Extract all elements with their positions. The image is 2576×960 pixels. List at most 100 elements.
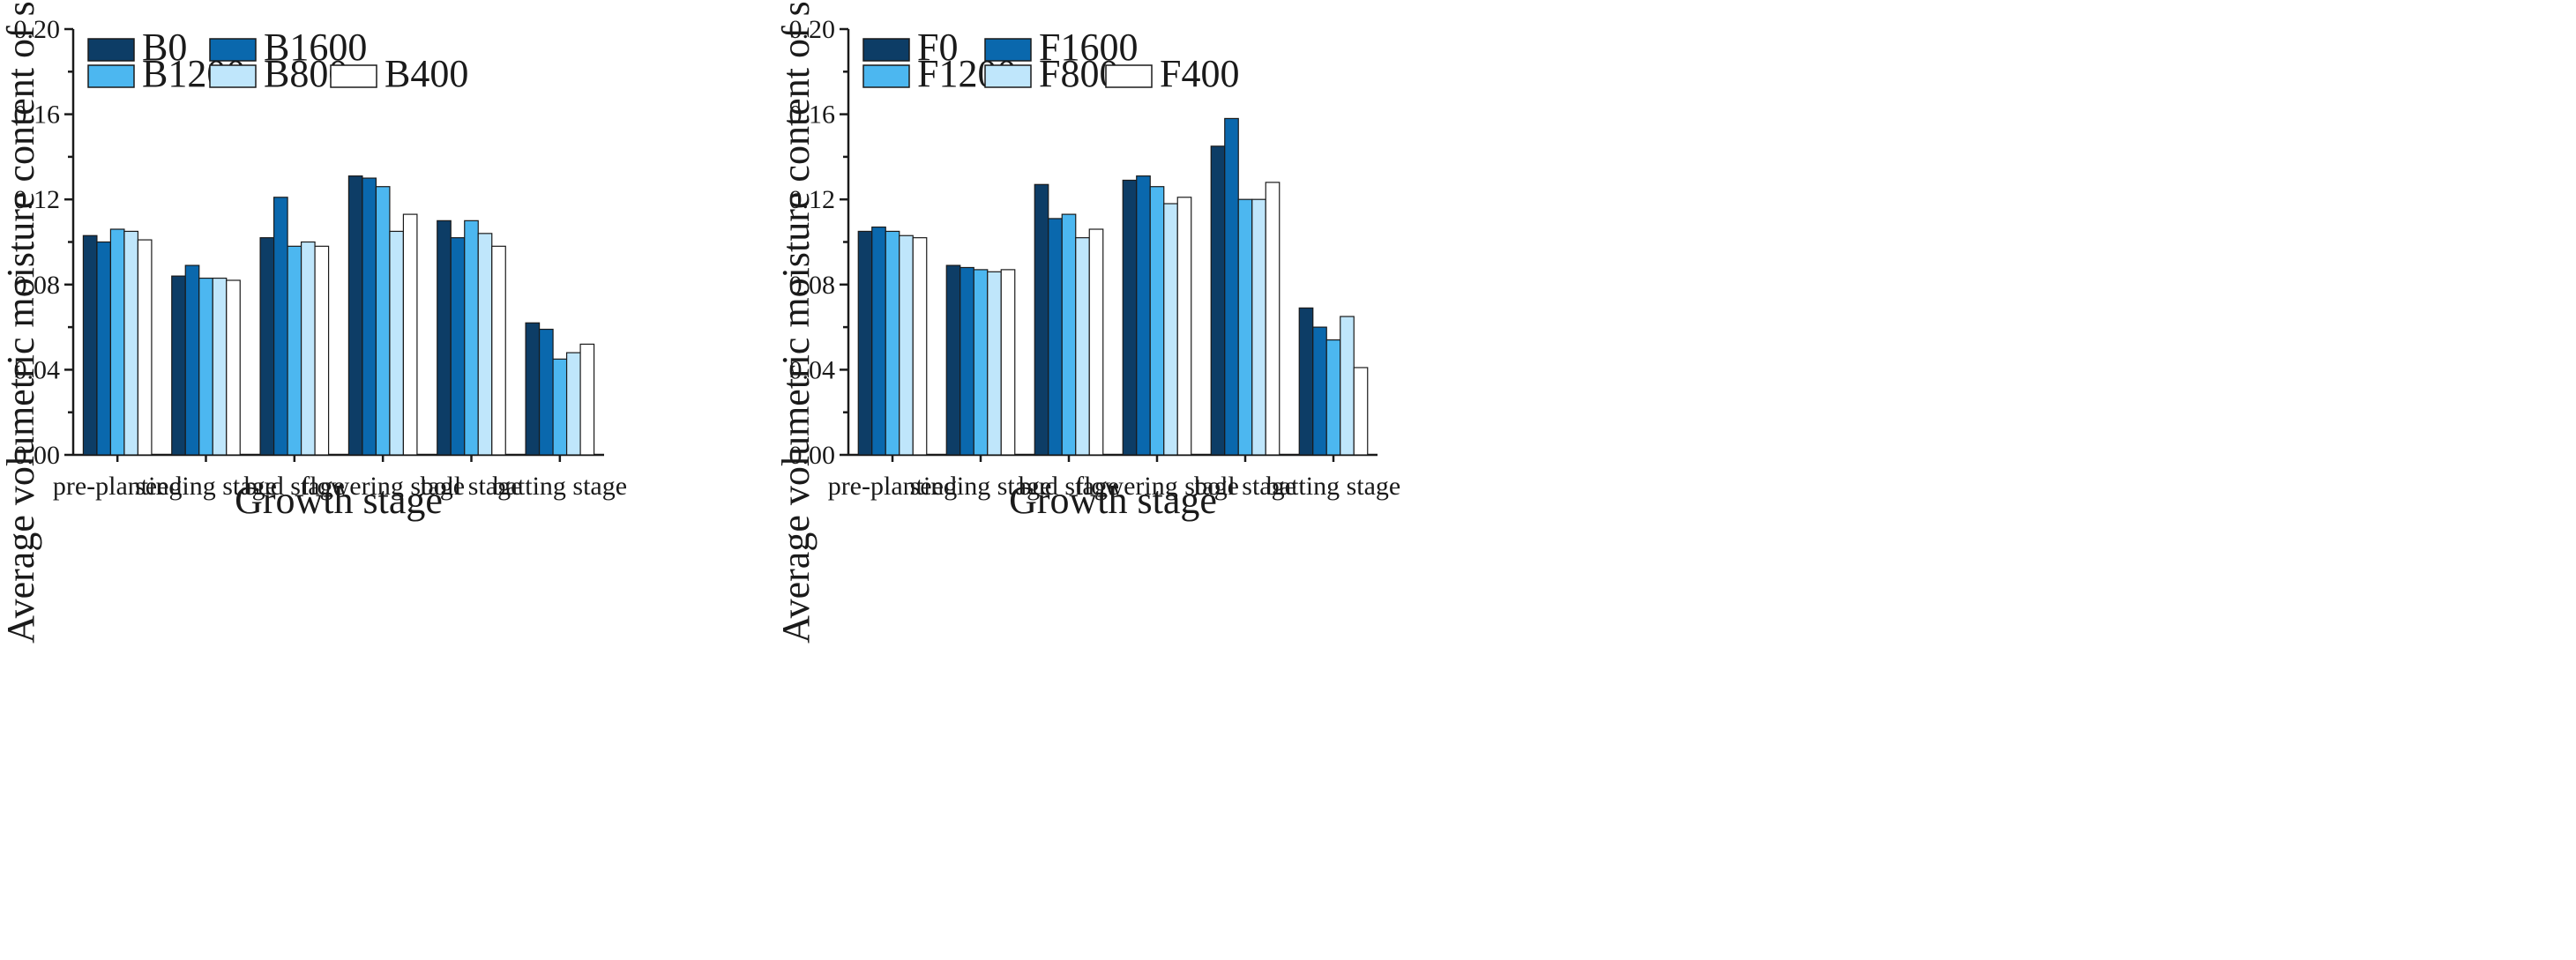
bar-b0-boll-stage	[437, 220, 452, 456]
bar-b400-batting-stage	[579, 343, 595, 456]
bar-f1200-flowering-stage	[1149, 186, 1165, 456]
bar-f0-flowering-stage	[1122, 179, 1138, 456]
bar-b1200-flowering-stage	[375, 186, 391, 456]
legend-swatch-b0	[87, 38, 135, 62]
bar-f0-batting-stage	[1298, 307, 1314, 456]
bar-b1600-pre-planting	[96, 241, 112, 456]
y-tick-label: 0.00	[789, 441, 836, 470]
y-tick-label: 0.12	[14, 185, 61, 214]
legend-label-b0: B0	[142, 26, 187, 69]
bar-f1600-seeding-stage	[959, 266, 974, 456]
x-tick-label: boll stage	[1194, 472, 1296, 501]
bar-f400-flowering-stage	[1176, 197, 1192, 456]
y-tick-label: 0.00	[14, 441, 61, 470]
legend-swatch-f400	[1105, 64, 1153, 88]
x-tick-label: batting stage	[493, 472, 627, 501]
legend-swatch-f800	[984, 64, 1032, 88]
bar-f800-boll-stage	[1251, 198, 1266, 456]
x-tick-label: seeding stage	[135, 472, 277, 501]
x-axis-title: Growth stage	[235, 479, 443, 522]
bar-f800-pre-planting	[899, 234, 914, 456]
bar-f1200-batting-stage	[1325, 339, 1341, 456]
bar-b0-batting-stage	[525, 322, 541, 456]
bar-f800-flowering-stage	[1163, 203, 1178, 456]
bar-b0-flowering-stage	[347, 175, 363, 456]
bar-f1600-batting-stage	[1312, 326, 1327, 456]
legend-label-b400: B400	[385, 52, 468, 95]
bar-f400-bud-stage	[1088, 228, 1104, 456]
bar-f1200-boll-stage	[1237, 198, 1253, 456]
bar-b800-seeding-stage	[212, 277, 228, 456]
legend-swatch-b1600	[209, 38, 257, 62]
bar-f0-bud-stage	[1034, 183, 1049, 456]
bar-b1200-seeding-stage	[198, 277, 213, 456]
x-tick-label: batting stage	[1266, 472, 1400, 501]
bar-b1600-boll-stage	[450, 237, 466, 456]
y-axis-title-main: Average volumetric moisture content of s…	[774, 0, 818, 644]
bar-b800-pre-planting	[123, 230, 139, 456]
bar-f400-batting-stage	[1353, 367, 1369, 456]
bar-f0-seeding-stage	[945, 264, 961, 456]
bar-f800-seeding-stage	[987, 271, 1002, 456]
bar-f800-batting-stage	[1340, 316, 1355, 456]
x-tick-label: seeding stage	[910, 472, 1052, 501]
bar-b1200-bud-stage	[287, 245, 302, 456]
bar-f800-bud-stage	[1075, 237, 1090, 456]
bar-b800-batting-stage	[565, 352, 581, 456]
y-tick-label: 0.12	[789, 185, 836, 214]
bar-b400-flowering-stage	[402, 213, 418, 456]
legend-swatch-f1200	[862, 64, 910, 88]
chart-left: 0.00 0.04 0.08 0.12 0.16 0.20 pre-plantingseed…	[0, 0, 627, 644]
bar-b1600-bud-stage	[273, 197, 288, 456]
bar-b0-seeding-stage	[171, 275, 186, 456]
bar-b0-bud-stage	[259, 237, 275, 456]
x-tick-label: pre-planting	[828, 472, 958, 501]
y-tick-label: 0.08	[14, 271, 61, 300]
y-tick-label: 0.20	[14, 15, 61, 44]
y-tick-label: 0.16	[14, 100, 61, 130]
legend-label-b1600: B1600	[264, 26, 367, 69]
bar-f1600-bud-stage	[1048, 218, 1063, 456]
y-axis-title: Average volumetric moisture content of s…	[773, 0, 818, 644]
x-tick-label: flowering stage	[301, 472, 465, 501]
bar-f1600-boll-stage	[1224, 117, 1239, 456]
y-tick-label: 0.04	[789, 355, 836, 384]
y-axis-title-main: Average volumetric moisture content of s…	[0, 0, 42, 644]
y-tick-label: 0.08	[789, 271, 836, 300]
bar-f1200-bud-stage	[1061, 213, 1077, 456]
bar-f400-boll-stage	[1265, 182, 1281, 456]
bar-b400-seeding-stage	[226, 279, 241, 456]
bar-b800-flowering-stage	[389, 230, 405, 456]
bar-b1600-batting-stage	[538, 328, 554, 456]
bar-b800-boll-stage	[477, 233, 493, 456]
bar-b400-boll-stage	[491, 245, 506, 456]
bar-f1200-pre-planting	[885, 230, 900, 456]
y-tick-label: 0.20	[789, 15, 836, 44]
x-tick-label: flowering stage	[1075, 472, 1239, 501]
y-tick-label: 0.16	[789, 100, 836, 130]
legend-label-f0: F0	[917, 26, 958, 69]
y-tick-label: 0.04	[14, 355, 61, 384]
chart-right: 0.00 0.04 0.08 0.12 0.16 0.20 pre-plantingseed…	[773, 0, 1400, 644]
bar-f0-pre-planting	[857, 230, 873, 456]
x-axis-title: Growth stage	[1009, 479, 1217, 522]
bar-f1600-flowering-stage	[1136, 175, 1151, 456]
bar-b400-bud-stage	[314, 245, 330, 456]
legend-swatch-b400	[330, 64, 377, 88]
legend-swatch-f0	[862, 38, 910, 62]
bar-b1200-boll-stage	[464, 220, 479, 456]
bar-f1200-seeding-stage	[973, 269, 989, 456]
legend-swatch-b1200	[87, 64, 135, 88]
bar-f400-pre-planting	[912, 237, 928, 456]
bar-b400-pre-planting	[137, 239, 153, 456]
bar-f400-seeding-stage	[1000, 269, 1016, 456]
bar-b1600-flowering-stage	[362, 177, 377, 456]
legend-swatch-f1600	[984, 38, 1032, 62]
bar-b1200-batting-stage	[552, 358, 568, 456]
bar-f0-boll-stage	[1210, 145, 1226, 456]
y-axis-title: Average volumetric moisture content of s…	[0, 0, 42, 644]
x-tick-label: pre-planting	[53, 472, 183, 501]
x-tick-label: boll stage	[421, 472, 523, 501]
bar-f1600-pre-planting	[871, 226, 886, 456]
